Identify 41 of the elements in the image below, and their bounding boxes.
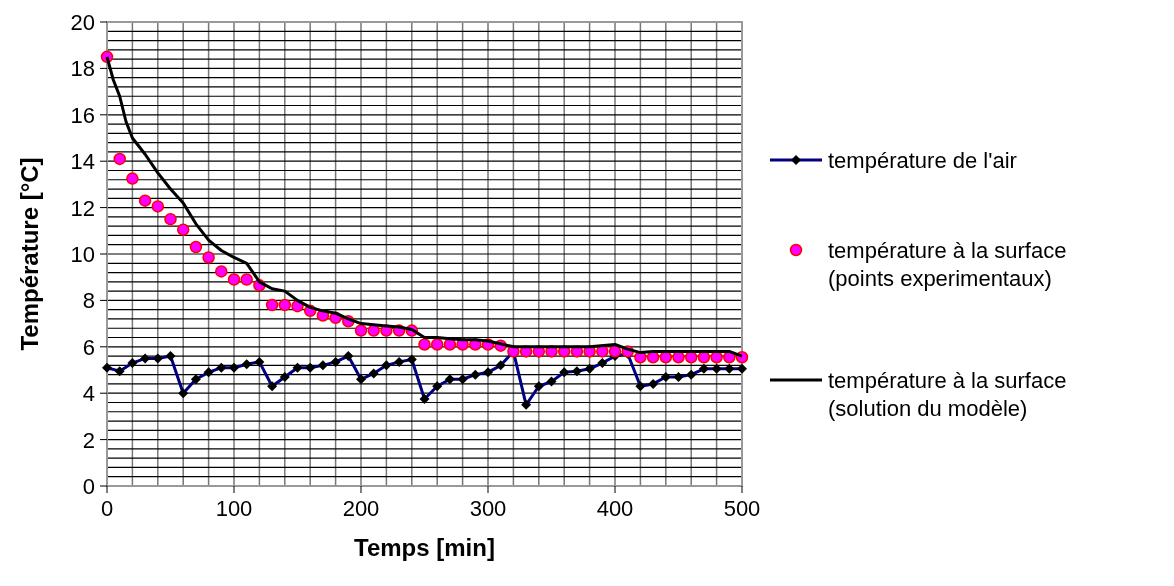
y-tick-label: 16 — [70, 102, 95, 128]
point — [138, 194, 152, 207]
point — [354, 324, 368, 337]
point — [113, 152, 126, 166]
point — [367, 324, 380, 337]
point — [189, 240, 203, 254]
y-tick-label: 12 — [70, 195, 95, 221]
point — [151, 200, 165, 213]
point — [265, 298, 279, 312]
y-tick-label: 20 — [70, 10, 95, 35]
point — [164, 212, 177, 226]
x-tick-label: 100 — [215, 496, 253, 521]
point — [278, 298, 292, 312]
x-axis-title: Temps [min] — [354, 534, 495, 561]
x-tick-label: 400 — [596, 496, 634, 521]
legend-label: température à la surface (points experimentaux) — [828, 238, 1067, 291]
y-axis-title: Température [°C] — [16, 157, 43, 351]
point — [126, 172, 139, 185]
point — [202, 251, 215, 264]
y-tick-label: 4 — [82, 381, 95, 407]
x-tick-label: 200 — [342, 496, 380, 521]
point — [227, 273, 241, 286]
legend-label: température à la surface (solution du modèle) — [828, 368, 1067, 421]
y-tick-label: 18 — [70, 56, 95, 82]
x-tick-label: 0 — [100, 496, 114, 521]
y-tick-label: 10 — [70, 242, 95, 267]
x-tick-label: 500 — [723, 496, 761, 521]
y-tick-label: 8 — [82, 288, 95, 314]
point — [176, 223, 190, 236]
point — [596, 345, 609, 358]
point — [430, 338, 444, 351]
y-tick-label: 14 — [70, 149, 95, 175]
point — [215, 265, 228, 278]
point — [240, 273, 253, 286]
y-tick-label: 0 — [82, 474, 95, 499]
x-tick-label: 300 — [469, 496, 507, 521]
legend-label: température de l'air — [828, 148, 1017, 173]
point — [608, 345, 622, 358]
point — [418, 338, 431, 351]
y-tick-label: 6 — [82, 334, 95, 360]
y-tick-label: 2 — [82, 427, 95, 453]
